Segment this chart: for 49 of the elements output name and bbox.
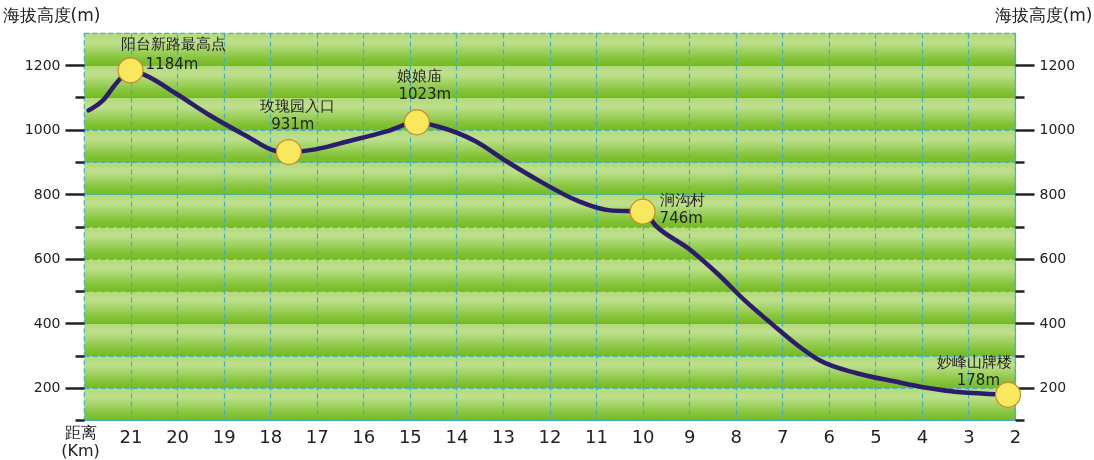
y-tick-label: 400	[33, 314, 61, 331]
x-tick-label: 6	[823, 425, 836, 447]
y-tick-label: 1200	[24, 56, 61, 73]
x-tick-label: 13	[492, 425, 515, 447]
data-label: 1023m	[398, 85, 452, 104]
y-tick-label: 600	[33, 250, 61, 267]
x-tick-label: 8	[730, 425, 742, 447]
annotation: 涧沟村	[659, 190, 705, 209]
point	[403, 109, 430, 136]
x-tick-label: 4	[916, 425, 929, 447]
x-tick-label: 12	[538, 425, 562, 447]
point	[117, 57, 144, 84]
x-tick-label: 19	[212, 425, 236, 447]
annotation: 阳台新路最高点	[121, 35, 227, 54]
x-axis-title: 距离(Km)	[61, 422, 100, 460]
y-axis-title: 海拔高度(m)	[2, 4, 101, 25]
y-tick-label: 200	[33, 379, 61, 396]
y-tick-label: 1000	[24, 121, 61, 138]
y2-tick-label: 800	[1039, 185, 1067, 202]
x-tick-label: 3	[963, 425, 975, 447]
data-label: 1184m	[145, 55, 199, 74]
x-tick-label: 2	[1009, 425, 1022, 447]
x-tick-label: 18	[259, 425, 283, 447]
point	[629, 198, 656, 225]
x-tick-label: 11	[585, 425, 608, 447]
y2-tick-label: 600	[1039, 250, 1067, 267]
x-tick-label: 10	[631, 425, 655, 447]
x-tick-label: 20	[166, 425, 190, 447]
annotation: 娘娘庙	[397, 67, 443, 86]
y2-tick-label: 1000	[1039, 121, 1076, 138]
x-tick-label: 14	[445, 425, 469, 447]
point	[275, 138, 302, 166]
x-tick-label: 21	[119, 425, 143, 447]
y2-axis-title: 海拔高度(m)	[994, 4, 1093, 25]
x-tick-label: 5	[870, 425, 882, 447]
x-tick-label: 17	[305, 425, 329, 447]
data-label: 746m	[659, 208, 703, 227]
y2-tick-label: 200	[1039, 379, 1067, 396]
data-label: 178m	[956, 370, 1001, 389]
y2-tick-label: 400	[1039, 314, 1067, 331]
x-tick-label: 15	[398, 425, 422, 447]
data-label: 931m	[271, 115, 315, 133]
x-tick-label: 16	[352, 425, 376, 447]
y2-tick-label: 1200	[1039, 56, 1076, 73]
annotation: 玫瑰园入口	[260, 97, 336, 115]
x-tick-label: 9	[683, 425, 696, 447]
y-tick-label: 800	[33, 185, 61, 202]
annotation: 妙峰山牌楼	[937, 352, 1013, 371]
x-tick-label: 7	[777, 425, 789, 447]
